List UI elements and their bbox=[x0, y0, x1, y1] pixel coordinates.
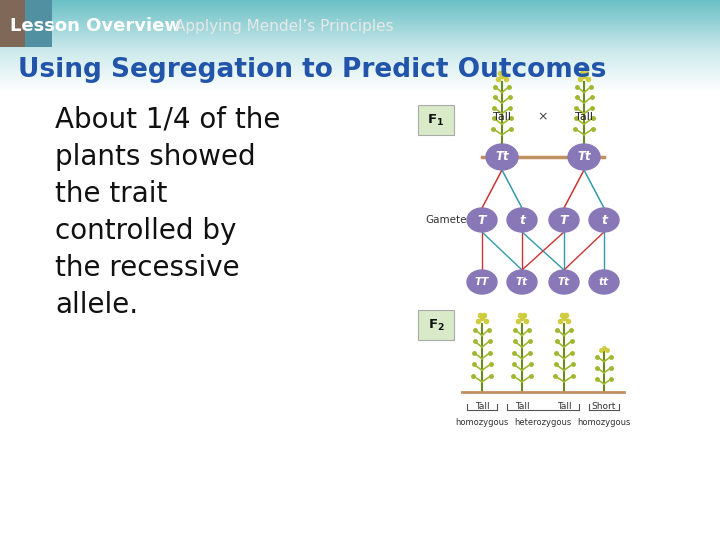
Text: $\mathbf{F_1}$: $\mathbf{F_1}$ bbox=[428, 112, 444, 127]
Text: heterozygous: heterozygous bbox=[514, 418, 572, 427]
Text: Lesson Overview: Lesson Overview bbox=[10, 17, 181, 35]
Text: T: T bbox=[478, 213, 486, 226]
Text: TT: TT bbox=[474, 277, 490, 287]
Ellipse shape bbox=[549, 208, 579, 232]
Text: Tall: Tall bbox=[557, 402, 571, 411]
Text: tt: tt bbox=[599, 277, 609, 287]
Text: Tall: Tall bbox=[575, 112, 593, 122]
FancyBboxPatch shape bbox=[0, 0, 52, 47]
Text: Tt: Tt bbox=[516, 277, 528, 287]
Text: Tt: Tt bbox=[495, 151, 509, 164]
Text: Tt: Tt bbox=[577, 151, 591, 164]
Text: controlled by: controlled by bbox=[55, 217, 236, 245]
FancyBboxPatch shape bbox=[25, 0, 52, 47]
Ellipse shape bbox=[467, 270, 497, 294]
Ellipse shape bbox=[467, 208, 497, 232]
Text: the trait: the trait bbox=[55, 180, 167, 208]
Text: the recessive: the recessive bbox=[55, 254, 240, 282]
Text: homozygous: homozygous bbox=[455, 418, 509, 427]
Text: t: t bbox=[519, 213, 525, 226]
Text: allele.: allele. bbox=[55, 291, 138, 319]
Ellipse shape bbox=[568, 144, 600, 170]
Text: Tt: Tt bbox=[558, 277, 570, 287]
Text: t: t bbox=[601, 213, 607, 226]
Text: Using Segregation to Predict Outcomes: Using Segregation to Predict Outcomes bbox=[18, 57, 606, 83]
Text: ×: × bbox=[538, 111, 548, 124]
FancyBboxPatch shape bbox=[418, 105, 454, 135]
Ellipse shape bbox=[549, 270, 579, 294]
Text: Tall: Tall bbox=[493, 112, 511, 122]
Text: homozygous: homozygous bbox=[577, 418, 631, 427]
Text: $\mathbf{F_2}$: $\mathbf{F_2}$ bbox=[428, 318, 444, 333]
FancyBboxPatch shape bbox=[418, 310, 454, 340]
Text: Short: Short bbox=[592, 402, 616, 411]
Text: Tall: Tall bbox=[474, 402, 490, 411]
Ellipse shape bbox=[589, 270, 619, 294]
Ellipse shape bbox=[507, 208, 537, 232]
Text: Gametes: Gametes bbox=[425, 215, 472, 225]
Text: T: T bbox=[559, 213, 568, 226]
Ellipse shape bbox=[486, 144, 518, 170]
Ellipse shape bbox=[507, 270, 537, 294]
Text: Applying Mendel’s Principles: Applying Mendel’s Principles bbox=[175, 18, 394, 33]
Ellipse shape bbox=[589, 208, 619, 232]
Text: plants showed: plants showed bbox=[55, 143, 256, 171]
Text: About 1/4 of the: About 1/4 of the bbox=[55, 106, 280, 134]
Text: Tall: Tall bbox=[515, 402, 529, 411]
